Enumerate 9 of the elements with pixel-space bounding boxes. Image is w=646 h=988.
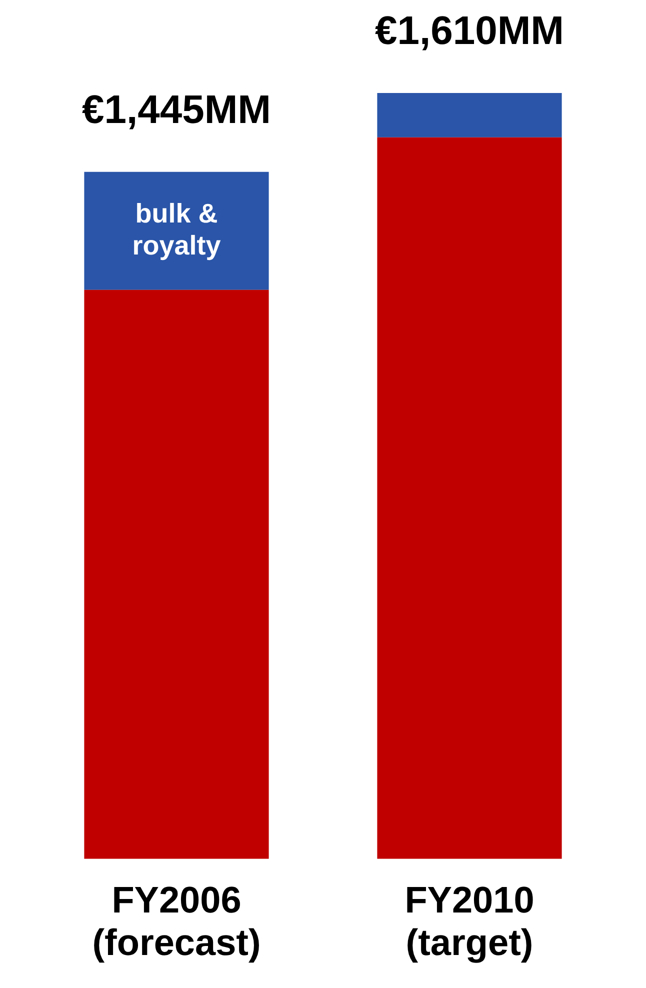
bar	[377, 137, 562, 859]
bar	[84, 290, 269, 859]
bar	[84, 172, 269, 290]
annotation: €1,445MM	[82, 88, 271, 132]
annotation: €1,610MM	[375, 9, 564, 54]
series-label: bulk & royalty	[132, 198, 221, 260]
x-tick-label: FY2006 (forecast)	[92, 879, 261, 963]
bar	[377, 93, 562, 138]
x-tick-label: FY2010 (target)	[404, 879, 534, 963]
